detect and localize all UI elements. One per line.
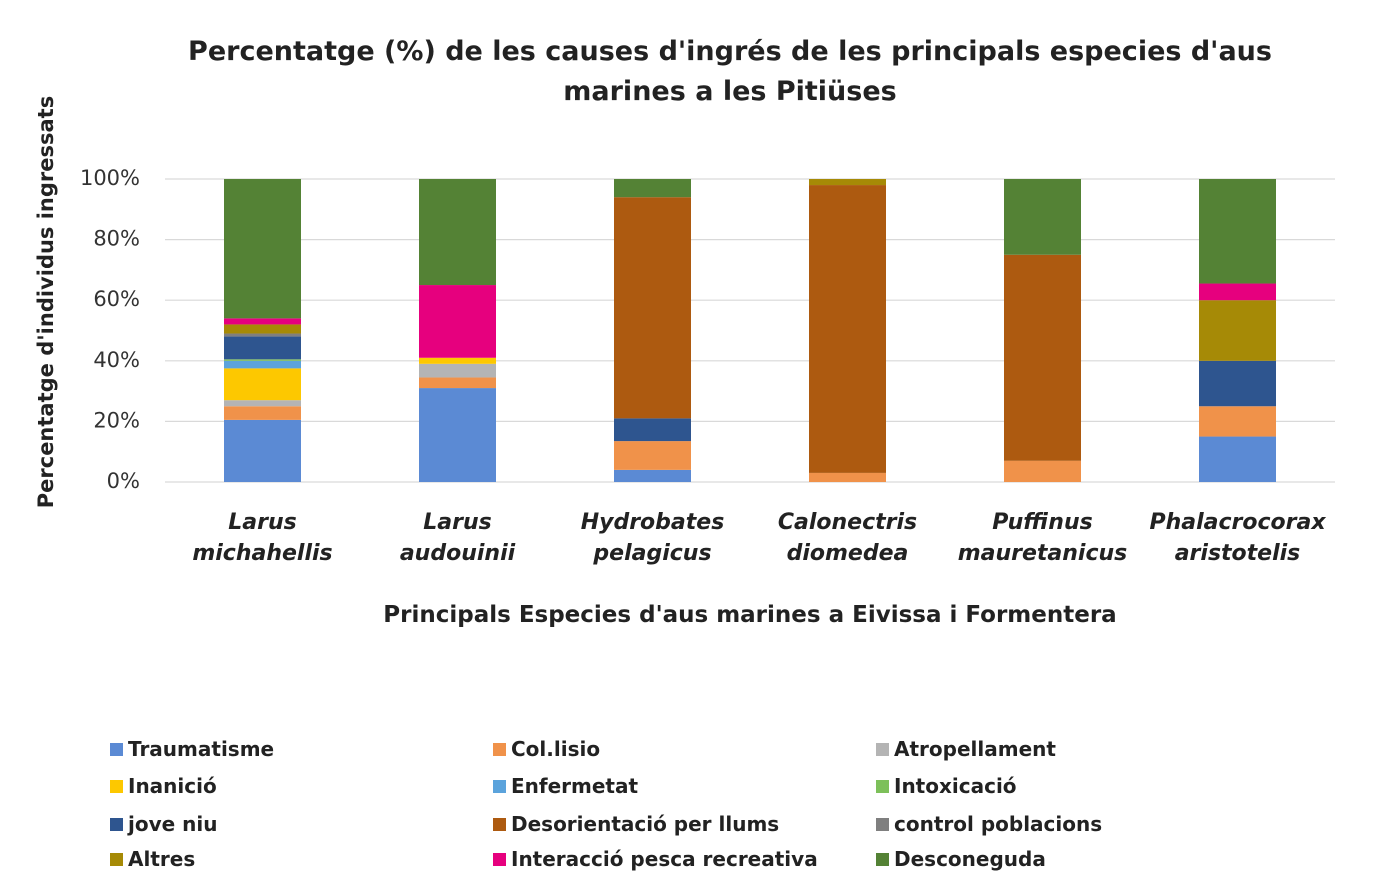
legend-label: Enfermetat: [511, 774, 639, 798]
bar-segment: [224, 406, 301, 420]
bar-segment: [809, 472, 886, 482]
legend-item: Traumatisme: [110, 737, 274, 761]
legend-swatch: [876, 742, 889, 756]
y-tick-label: 20%: [93, 408, 140, 432]
bar-segment: [224, 400, 301, 407]
legend-swatch: [876, 852, 889, 866]
legend-item: jove niu: [110, 812, 218, 836]
legend-item: Interacció pesca recreativa: [493, 847, 818, 871]
legend-label: Traumatisme: [128, 737, 275, 761]
legend-label: jove niu: [128, 812, 218, 836]
legend-item: Desorientació per llums: [493, 812, 779, 836]
y-tick-label: 60%: [93, 287, 140, 311]
bar-segment: [224, 419, 301, 482]
bar-segment: [1199, 283, 1276, 301]
bar-segment: [419, 377, 496, 389]
legend-item: Altres: [110, 847, 195, 871]
bar-segment: [809, 185, 886, 473]
bar-segment: [1199, 300, 1276, 361]
legend-item: Col.lisio: [493, 737, 600, 761]
bar-segment: [224, 318, 301, 325]
legend-swatch: [493, 852, 506, 866]
y-tick-label: 80%: [93, 227, 140, 251]
x-tick-label: Larus audouinii: [399, 510, 516, 566]
legend-label: Altres: [128, 847, 196, 871]
bar-segment: [1199, 406, 1276, 437]
legend-item: Atropellament: [876, 737, 1056, 761]
legend-label: Desconeguda: [894, 847, 1046, 871]
y-tick-label: 0%: [107, 469, 140, 493]
bar-segment: [419, 388, 496, 482]
bar-segment: [224, 324, 301, 334]
legend-item: control poblacions: [876, 812, 1102, 836]
legend-label: Intoxicació: [894, 774, 1017, 798]
x-tick-label: Calonectris diomedea: [777, 510, 918, 566]
bar-segment: [419, 357, 496, 364]
legend-label: Atropellament: [894, 737, 1056, 761]
x-tick-label: Larus michahellis: [192, 510, 333, 566]
legend-item: Enfermetat: [493, 774, 638, 798]
legend-label: Desorientació per llums: [511, 812, 780, 836]
bar-segment: [419, 363, 496, 378]
legend-swatch: [493, 817, 506, 831]
legend-label: Inanició: [128, 774, 217, 798]
x-tick-label: Hydrobates pelagicus: [580, 510, 725, 566]
legend-label: Col.lisio: [511, 737, 601, 761]
bar-segment: [1004, 460, 1081, 482]
bar-segment: [419, 285, 496, 358]
bar-segment: [1004, 179, 1081, 255]
legend-swatch: [493, 779, 506, 793]
bar-segment: [224, 360, 301, 369]
legend-item: Inanició: [110, 774, 217, 798]
bar-segment: [1199, 179, 1276, 284]
bar-segment: [614, 179, 691, 198]
legend-swatch: [110, 817, 123, 831]
bar-segment: [224, 336, 301, 360]
bar-segment: [809, 179, 886, 186]
x-tick-label: Puffinus mauretanicus: [957, 510, 1128, 566]
bar-segment: [614, 197, 691, 419]
y-tick-label: 100%: [80, 166, 140, 190]
bar-segment: [224, 333, 301, 337]
bar-segment: [419, 179, 496, 286]
bar-segment: [614, 469, 691, 482]
legend-swatch: [493, 742, 506, 756]
bar-segment: [224, 368, 301, 401]
bar-segment: [614, 441, 691, 470]
x-tick-label: Phalacrocorax aristotelis: [1149, 510, 1326, 566]
legend-swatch: [876, 817, 889, 831]
legend-label: Interacció pesca recreativa: [511, 847, 818, 871]
legend-item: Desconeguda: [876, 847, 1046, 871]
legend-swatch: [876, 779, 889, 793]
legend-label: control poblacions: [894, 812, 1103, 836]
bar-segment: [224, 359, 301, 361]
legend-item: Intoxicació: [876, 774, 1017, 798]
bar-segment: [1199, 436, 1276, 482]
chart-title: Percentatge (%) de les causes d'ingrés d…: [188, 36, 1272, 107]
bar-segment: [1199, 360, 1276, 407]
legend-swatch: [110, 742, 123, 756]
legend-swatch: [110, 852, 123, 866]
bar-segment: [614, 418, 691, 442]
legend-swatch: [110, 779, 123, 793]
x-axis-label: Principals Especies d'aus marines a Eivi…: [383, 602, 1117, 628]
bar-segment: [224, 179, 301, 319]
y-tick-label: 40%: [93, 348, 140, 372]
bar-segment: [1004, 254, 1081, 461]
